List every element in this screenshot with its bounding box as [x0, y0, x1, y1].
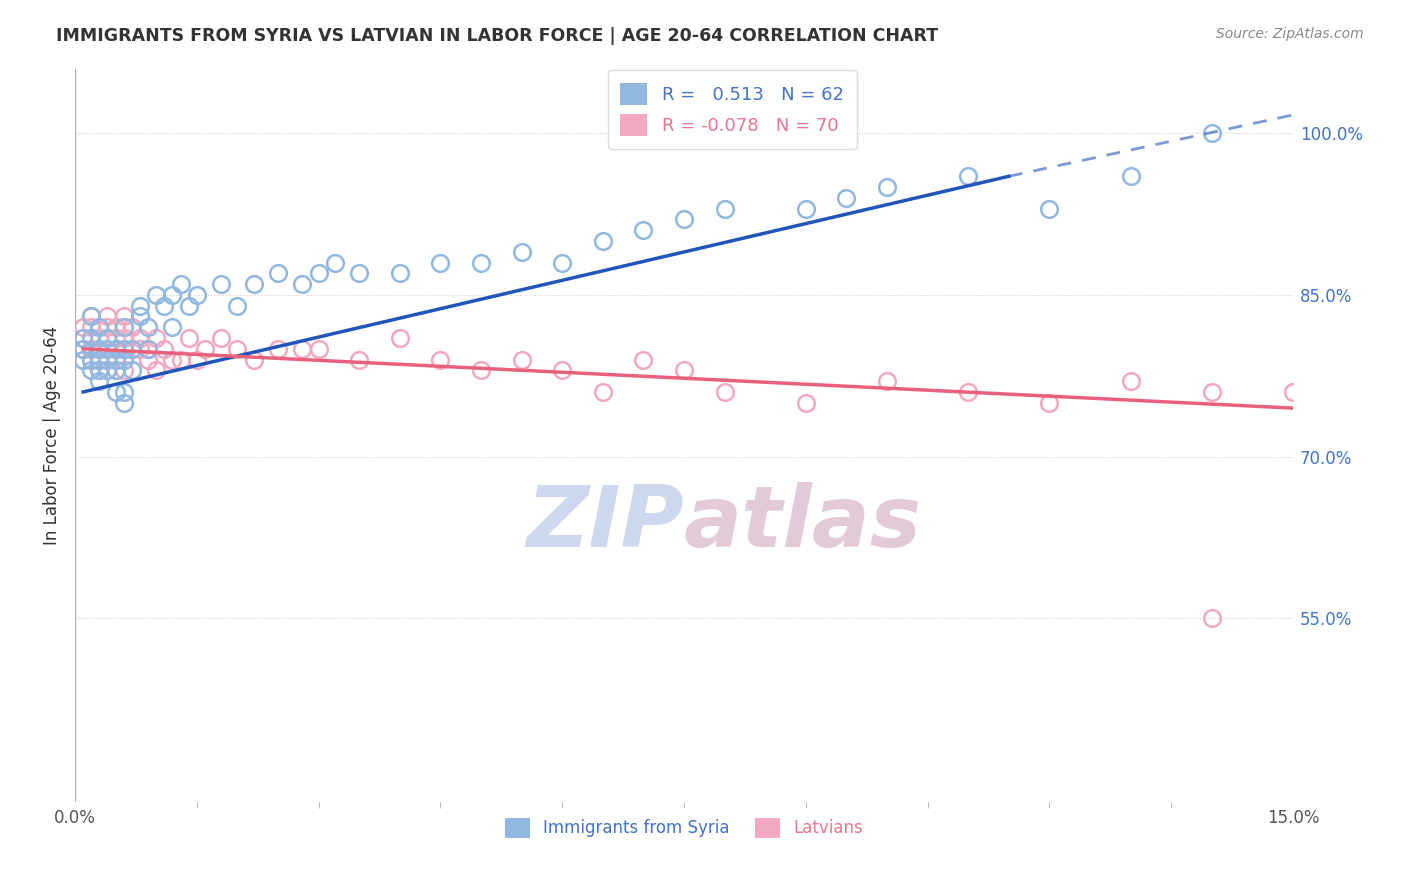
- Text: atlas: atlas: [683, 482, 922, 565]
- Text: IMMIGRANTS FROM SYRIA VS LATVIAN IN LABOR FORCE | AGE 20-64 CORRELATION CHART: IMMIGRANTS FROM SYRIA VS LATVIAN IN LABO…: [56, 27, 938, 45]
- Y-axis label: In Labor Force | Age 20-64: In Labor Force | Age 20-64: [44, 326, 60, 545]
- Legend: Immigrants from Syria, Latvians: Immigrants from Syria, Latvians: [498, 811, 869, 845]
- Text: ZIP: ZIP: [526, 482, 683, 565]
- Text: Source: ZipAtlas.com: Source: ZipAtlas.com: [1216, 27, 1364, 41]
